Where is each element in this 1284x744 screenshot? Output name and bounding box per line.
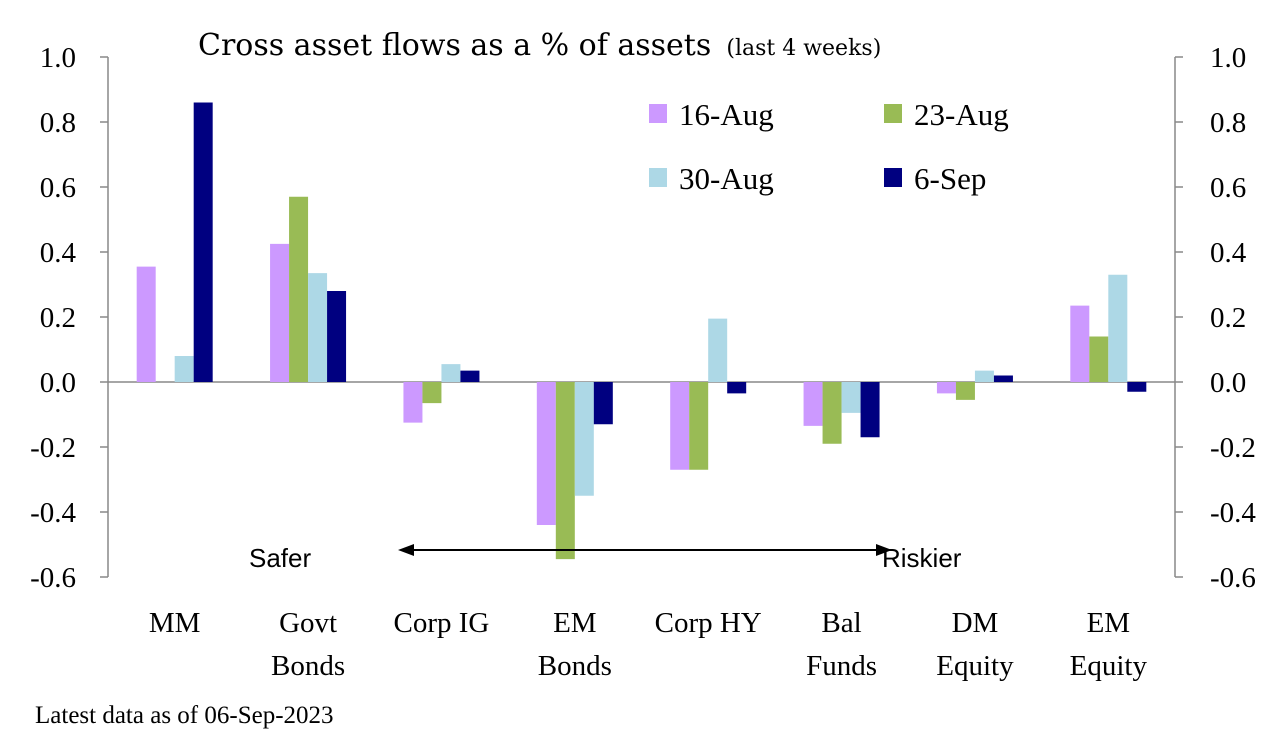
bar	[822, 382, 842, 444]
legend-label: 16-Aug	[679, 97, 774, 132]
y-tick-label-left: -0.2	[30, 432, 76, 464]
bar	[860, 382, 880, 438]
y-tick-label-left: 0.0	[40, 367, 76, 399]
bar	[708, 318, 728, 382]
y-tick-label-left: 1.0	[40, 42, 76, 74]
bar	[193, 102, 213, 382]
y-tick-label-right: 0.4	[1210, 237, 1247, 269]
y-tick-label-left: -0.4	[30, 497, 76, 529]
legend-swatch	[884, 168, 902, 187]
x-category-label: Govt Bonds	[271, 607, 345, 682]
bar	[670, 382, 690, 470]
bar	[841, 382, 861, 413]
legend-label: 23-Aug	[914, 97, 1009, 132]
risk-annotation: Safer Riskier	[249, 543, 962, 573]
y-tick-label-right: -0.6	[1210, 562, 1256, 594]
legend: 16-Aug 23-Aug 30-Aug 6-Sep	[649, 97, 1009, 196]
y-tick-label-right: 0.6	[1210, 172, 1246, 204]
bar	[1127, 382, 1147, 392]
chart-title-main: Cross asset flows as a % of assets	[198, 28, 711, 63]
legend-swatch	[649, 104, 667, 123]
y-tick-label-left: 0.8	[40, 107, 76, 139]
bar	[174, 356, 194, 382]
x-category-label: DM Equity	[936, 607, 1014, 682]
bar	[936, 382, 956, 394]
y-tick-label-right: -0.4	[1210, 497, 1256, 529]
y-tick-label-right: 0.0	[1210, 367, 1246, 399]
annotation-riskier: Riskier	[882, 543, 962, 573]
bar	[993, 375, 1013, 382]
y-tick-label-left: 0.4	[40, 237, 77, 269]
category-labels: MM Govt Bonds Corp IG EM Bonds Corp HY Bal Funds…	[149, 607, 1148, 682]
bar	[308, 273, 328, 382]
bar	[593, 382, 613, 425]
arrow-left-head-icon	[398, 544, 414, 556]
x-category-label: MM	[149, 607, 201, 639]
bar	[727, 382, 747, 394]
chart-title-sub: (last 4 weeks)	[726, 36, 881, 61]
arrow-right-head-icon	[876, 544, 892, 556]
y-tick-label-right: -0.2	[1210, 432, 1256, 464]
chart-title: Cross asset flows as a % of assets (last…	[198, 28, 881, 63]
svg-text:Cross asset flows as a % of as: Cross asset flows as a % of assets (last…	[198, 28, 881, 63]
bar	[270, 243, 290, 382]
x-category-label: Corp IG	[394, 607, 490, 639]
bar	[955, 382, 975, 400]
x-category-label: EM Equity	[1070, 607, 1148, 682]
legend-label: 6-Sep	[914, 161, 986, 196]
y-tick-label-right: 0.8	[1210, 107, 1246, 139]
bar	[422, 382, 442, 404]
bar	[689, 382, 709, 470]
legend-swatch	[649, 168, 667, 187]
y-tick-label-left: -0.6	[30, 562, 76, 594]
legend-label: 30-Aug	[679, 161, 774, 196]
x-category-label: EM Bonds	[538, 607, 612, 682]
bar	[974, 370, 994, 382]
bar	[1070, 305, 1090, 382]
annotation-safer: Safer	[249, 543, 311, 573]
y-tick-label-left: 0.2	[40, 302, 76, 334]
y-tick-label-right: 1.0	[1210, 42, 1246, 74]
x-category-label: Bal Funds	[806, 607, 877, 682]
bar	[1108, 274, 1128, 382]
bar	[327, 291, 347, 382]
bar	[289, 196, 309, 382]
bars	[136, 102, 1147, 560]
bar	[460, 370, 480, 382]
x-category-label: Corp HY	[655, 607, 762, 639]
bar	[555, 382, 575, 560]
y-tick-label-left: 0.6	[40, 172, 76, 204]
axes: 1.0 1.0 0.8 0.8 0.6 0.6 0.4 0.4 0.2 0.2 0.0 0.0 -0.2…	[30, 42, 1256, 594]
bar	[136, 266, 156, 382]
bar	[403, 382, 423, 423]
y-tick-label-right: 0.2	[1210, 302, 1246, 334]
bar	[1089, 336, 1109, 382]
bar	[536, 382, 556, 525]
bar	[574, 382, 594, 496]
footnote: Latest data as of 06-Sep-2023	[35, 702, 334, 729]
bar	[803, 382, 823, 426]
legend-swatch	[884, 104, 902, 123]
bar	[441, 364, 461, 382]
